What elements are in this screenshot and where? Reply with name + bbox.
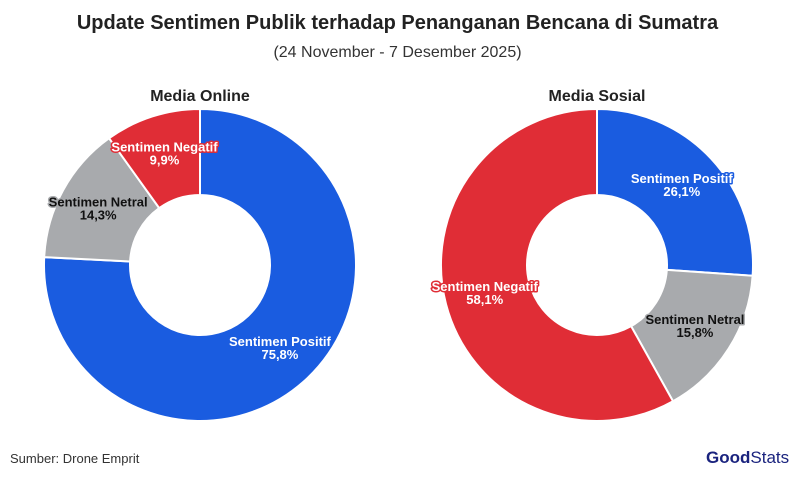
chart-subtitle: (24 November - 7 Desember 2025) xyxy=(273,44,522,61)
slice-sentimen-positif xyxy=(596,107,754,277)
slice-sentimen-positif xyxy=(43,107,357,422)
source-note: Sumber: Drone Emprit xyxy=(10,451,140,466)
goodstats-logo: GoodStats xyxy=(706,448,790,467)
data-label: Sentimen Netral 14,3% xyxy=(49,194,148,222)
chart-title-0: Media Online xyxy=(150,88,250,105)
data-label: Sentimen Negatif 58,1% xyxy=(432,279,539,307)
data-label: Sentimen Netral 15,8% xyxy=(645,312,744,340)
data-label: Sentimen Positif 75,8% xyxy=(229,334,332,362)
chart-title-1: Media Sosial xyxy=(549,88,646,105)
slice-sentimen-negatif xyxy=(107,107,201,210)
data-label: Sentimen Negatif 9,9% xyxy=(111,140,218,168)
slice-sentimen-negatif xyxy=(440,107,675,422)
slice-sentimen-netral xyxy=(629,268,754,403)
data-label: Sentimen Positif 26,1% xyxy=(631,171,734,199)
chart-title: Update Sentimen Publik terhadap Penangan… xyxy=(76,12,719,34)
